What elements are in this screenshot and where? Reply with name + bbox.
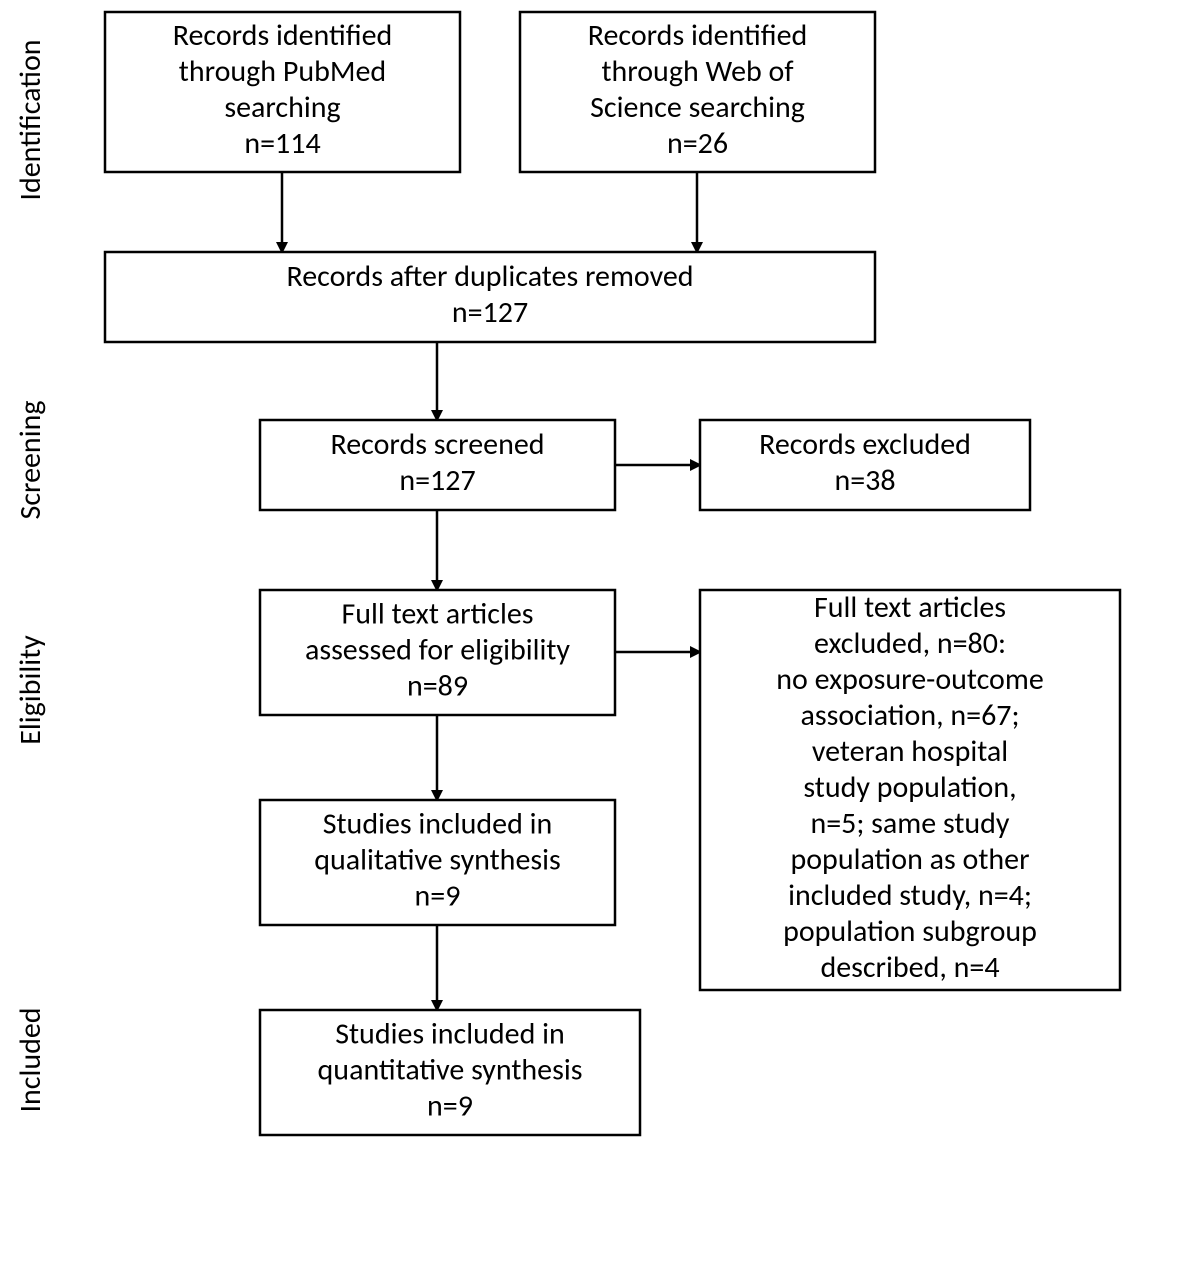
prisma-flowchart: Records identifiedthrough PubMedsearchin… [0,0,1182,1261]
stage-screening: Screening [12,401,49,520]
node-wos: Records identifiedthrough Web ofScience … [520,12,875,172]
stage-included: Included [12,1007,49,1112]
stage-labels: Identification Screening Eligibility Includ… [12,39,49,1112]
stage-eligibility: Eligibility [12,635,49,745]
node-pubmed: Records identifiedthrough PubMedsearchin… [105,12,460,172]
node-screened: Records screenedn=127 [260,420,615,510]
node-dups: Records after duplicates removedn=127 [105,252,875,342]
node-excluded2-text: Full text articlesexcluded, n=80:no expo… [776,589,1044,986]
node-quant: Studies included inquantitative synthesi… [260,1010,640,1135]
node-excluded1: Records excludedn=38 [700,420,1030,510]
node-fulltext: Full text articlesassessed for eligibili… [260,590,615,715]
stage-identification: Identification [12,39,49,200]
node-qual: Studies included inqualitative synthesis… [260,800,615,925]
nodes: Records identifiedthrough PubMedsearchin… [105,12,1120,1135]
node-excluded2: Full text articlesexcluded, n=80:no expo… [700,589,1120,990]
